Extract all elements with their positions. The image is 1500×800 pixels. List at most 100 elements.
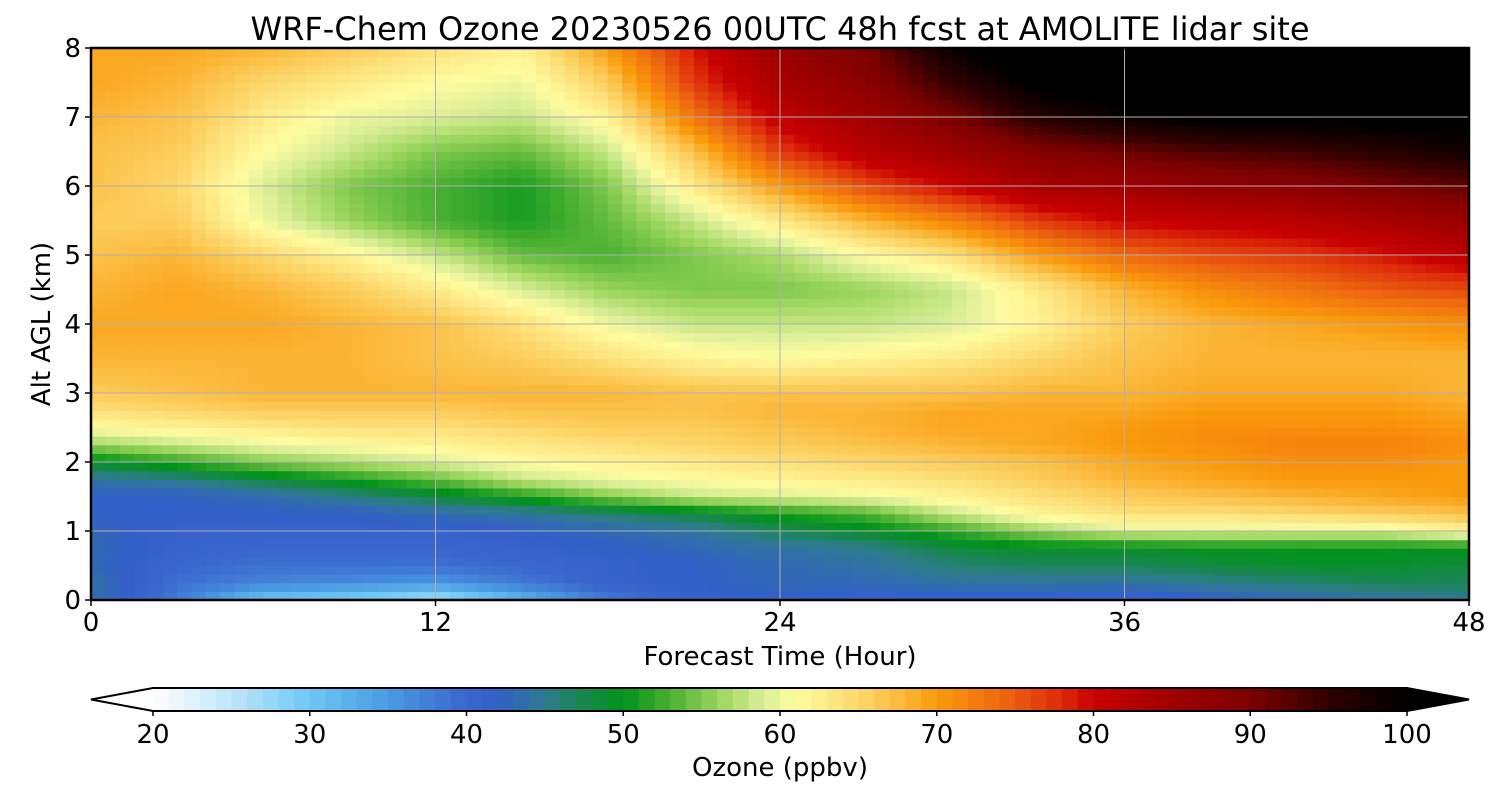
heatmap-cell <box>1440 367 1456 377</box>
heatmap-cell <box>1153 548 1169 558</box>
heatmap-cell <box>492 556 508 567</box>
heatmap-cell <box>1067 229 1083 239</box>
heatmap-cell <box>105 315 121 325</box>
heatmap-cell <box>1181 539 1197 549</box>
heatmap-cell <box>1325 263 1341 273</box>
heatmap-cell <box>1454 306 1470 316</box>
heatmap-cell <box>751 453 767 463</box>
heatmap-cell <box>306 358 322 368</box>
heatmap-cell <box>1067 384 1083 394</box>
heatmap-cell <box>550 436 566 446</box>
heatmap-cell <box>1354 315 1370 325</box>
heatmap-cell <box>1210 272 1226 282</box>
heatmap-cell <box>650 513 666 523</box>
heatmap-cell <box>1382 479 1398 489</box>
heatmap-cell <box>1411 367 1427 377</box>
heatmap-cell <box>449 470 465 480</box>
heatmap-cell <box>177 211 193 222</box>
heatmap-cell <box>751 539 767 549</box>
heatmap-cell <box>291 186 307 196</box>
heatmap-cell <box>708 487 724 498</box>
heatmap-cell <box>1052 211 1068 222</box>
heatmap-cell <box>1081 375 1097 385</box>
heatmap-cell <box>966 151 982 161</box>
heatmap-cell <box>980 375 996 385</box>
heatmap-cell <box>1081 332 1097 342</box>
heatmap-cell <box>521 582 537 592</box>
heatmap-cell <box>478 384 494 394</box>
heatmap-cell <box>119 263 135 273</box>
heatmap-cell <box>794 203 810 213</box>
heatmap-cell <box>406 272 422 282</box>
heatmap-cell <box>693 444 709 454</box>
heatmap-cell <box>1081 522 1097 532</box>
heatmap-cell <box>406 574 422 584</box>
heatmap-cell <box>1425 427 1441 437</box>
heatmap-cell <box>1052 505 1068 515</box>
heatmap-cell <box>708 280 724 291</box>
heatmap-cell <box>952 160 968 170</box>
heatmap-cell <box>579 220 594 230</box>
heatmap-cell <box>335 582 350 592</box>
heatmap-cell <box>134 453 150 463</box>
heatmap-cell <box>1425 505 1441 515</box>
heatmap-cell <box>406 487 422 498</box>
heatmap-cell <box>1311 462 1327 472</box>
heatmap-cell <box>579 496 594 506</box>
heatmap-cell <box>1354 531 1370 541</box>
heatmap-cell <box>693 315 709 325</box>
heatmap-cell <box>1454 358 1470 368</box>
heatmap-cell <box>1411 315 1427 325</box>
heatmap-cell <box>507 462 523 472</box>
heatmap-cell <box>1153 522 1169 532</box>
heatmap-cell <box>751 324 767 334</box>
heatmap-cell <box>1411 470 1427 480</box>
heatmap-cell <box>909 574 925 584</box>
heatmap-cell <box>349 574 365 584</box>
heatmap-cell <box>335 177 350 187</box>
heatmap-cell <box>1268 341 1283 351</box>
heatmap-cell <box>579 410 594 420</box>
heatmap-cell <box>291 487 307 498</box>
heatmap-cell <box>923 151 939 161</box>
heatmap-cell <box>464 444 480 454</box>
heatmap-cell <box>607 565 623 575</box>
heatmap-cell <box>1397 393 1413 403</box>
heatmap-cell <box>923 203 939 213</box>
heatmap-cell <box>1354 263 1370 273</box>
heatmap-cell <box>134 289 150 299</box>
heatmap-cell <box>564 444 580 454</box>
heatmap-cell <box>148 298 164 308</box>
heatmap-cell <box>1067 306 1083 316</box>
heatmap-cell <box>1009 531 1025 541</box>
heatmap-cell <box>177 246 193 256</box>
heatmap-cell <box>277 341 293 351</box>
heatmap-cell <box>1368 462 1384 472</box>
heatmap-cell <box>1354 289 1370 299</box>
heatmap-cell <box>952 556 968 567</box>
heatmap-cell <box>1339 263 1355 273</box>
heatmap-cell <box>550 410 566 420</box>
heatmap-cell <box>406 324 422 334</box>
heatmap-cell <box>1354 203 1370 213</box>
heatmap-cell <box>1167 410 1183 420</box>
heatmap-cell <box>1081 263 1097 273</box>
heatmap-cell <box>980 513 996 523</box>
heatmap-cell <box>449 324 465 334</box>
heatmap-cell <box>191 186 207 196</box>
heatmap-cell <box>464 522 480 532</box>
heatmap-cell <box>794 565 810 575</box>
heatmap-cell <box>535 194 551 204</box>
heatmap-cell <box>952 211 968 222</box>
heatmap-cell <box>894 393 910 403</box>
heatmap-cell <box>995 479 1011 489</box>
heatmap-cell <box>320 539 336 549</box>
heatmap-cell <box>1440 574 1456 584</box>
heatmap-cell <box>1454 349 1470 360</box>
heatmap-cell <box>650 272 666 282</box>
heatmap-cell <box>1339 367 1355 377</box>
heatmap-cell <box>593 341 609 351</box>
heatmap-cell <box>808 177 824 187</box>
heatmap-cell <box>823 556 839 567</box>
heatmap-cell <box>1382 237 1398 247</box>
